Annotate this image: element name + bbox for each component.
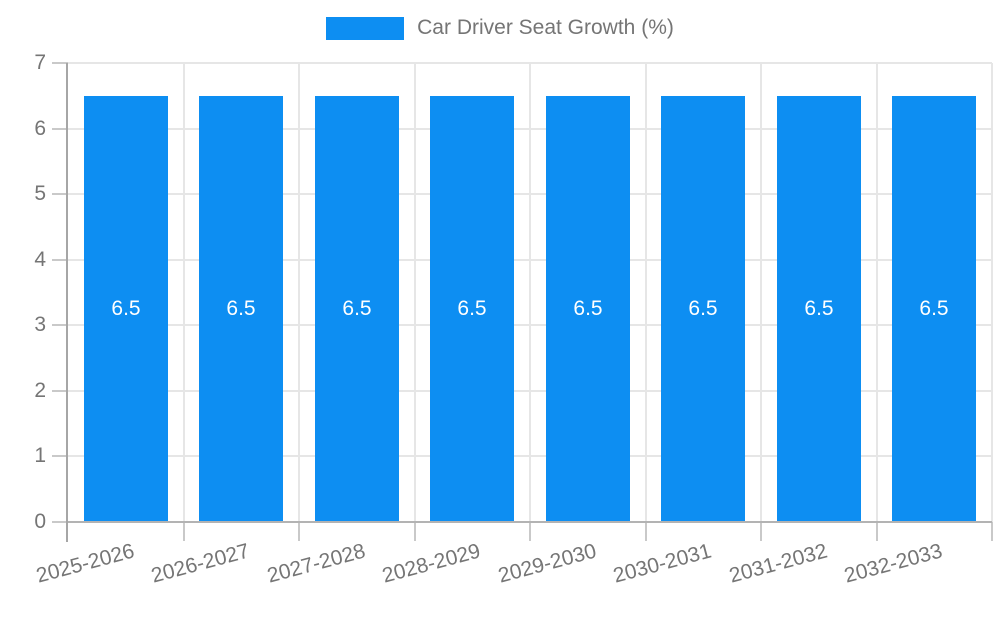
x-tick <box>298 522 300 541</box>
bar-chart: Car Driver Seat Growth (%) 0 1 2 3 4 5 6 7 6.5 20… <box>0 16 1000 588</box>
legend-swatch <box>326 16 405 40</box>
bar-value-label: 6.5 <box>804 297 834 320</box>
bar <box>546 96 630 522</box>
x-gridline <box>876 63 878 522</box>
legend-label: Car Driver Seat Growth (%) <box>417 16 674 39</box>
x-gridline <box>298 63 300 522</box>
bar-value-label: 6.5 <box>111 297 141 320</box>
y-tick <box>52 455 68 457</box>
y-axis-line <box>66 63 68 542</box>
bar <box>661 96 745 522</box>
y-axis-label: 7 <box>34 51 46 74</box>
y-axis-label: 5 <box>34 182 46 205</box>
bar <box>84 96 168 522</box>
x-tick <box>183 522 185 541</box>
y-tick <box>52 62 68 64</box>
x-gridline <box>183 63 185 522</box>
x-tick <box>645 522 647 541</box>
bar <box>430 96 514 522</box>
bar <box>777 96 861 522</box>
bar-value-label: 6.5 <box>226 297 256 320</box>
bar-value-label: 6.5 <box>342 297 372 320</box>
bar-value-label: 6.5 <box>919 297 949 320</box>
x-tick <box>991 522 993 541</box>
x-axis-line <box>68 521 992 523</box>
y-axis-label: 0 <box>34 510 46 533</box>
bar-value-label: 6.5 <box>457 297 487 320</box>
x-gridline <box>991 63 993 522</box>
y-tick <box>52 521 68 523</box>
x-tick <box>529 522 531 541</box>
x-tick <box>760 522 762 541</box>
x-gridline <box>760 63 762 522</box>
x-gridline <box>529 63 531 522</box>
y-tick <box>52 128 68 130</box>
bar-value-label: 6.5 <box>688 297 718 320</box>
y-tick <box>52 259 68 261</box>
x-gridline <box>645 63 647 522</box>
bar <box>199 96 283 522</box>
y-axis-label: 4 <box>34 248 46 271</box>
y-axis-label: 1 <box>34 444 46 467</box>
y-axis-label: 2 <box>34 379 46 402</box>
chart-legend[interactable]: Car Driver Seat Growth (%) <box>0 16 1000 40</box>
y-axis-label: 3 <box>34 313 46 336</box>
y-tick <box>52 193 68 195</box>
x-tick <box>876 522 878 541</box>
x-gridline <box>414 63 416 522</box>
bar <box>892 96 976 522</box>
x-tick <box>414 522 416 541</box>
y-tick <box>52 390 68 392</box>
bar-value-label: 6.5 <box>573 297 603 320</box>
bar <box>315 96 399 522</box>
y-axis-label: 6 <box>34 117 46 140</box>
y-tick <box>52 324 68 326</box>
